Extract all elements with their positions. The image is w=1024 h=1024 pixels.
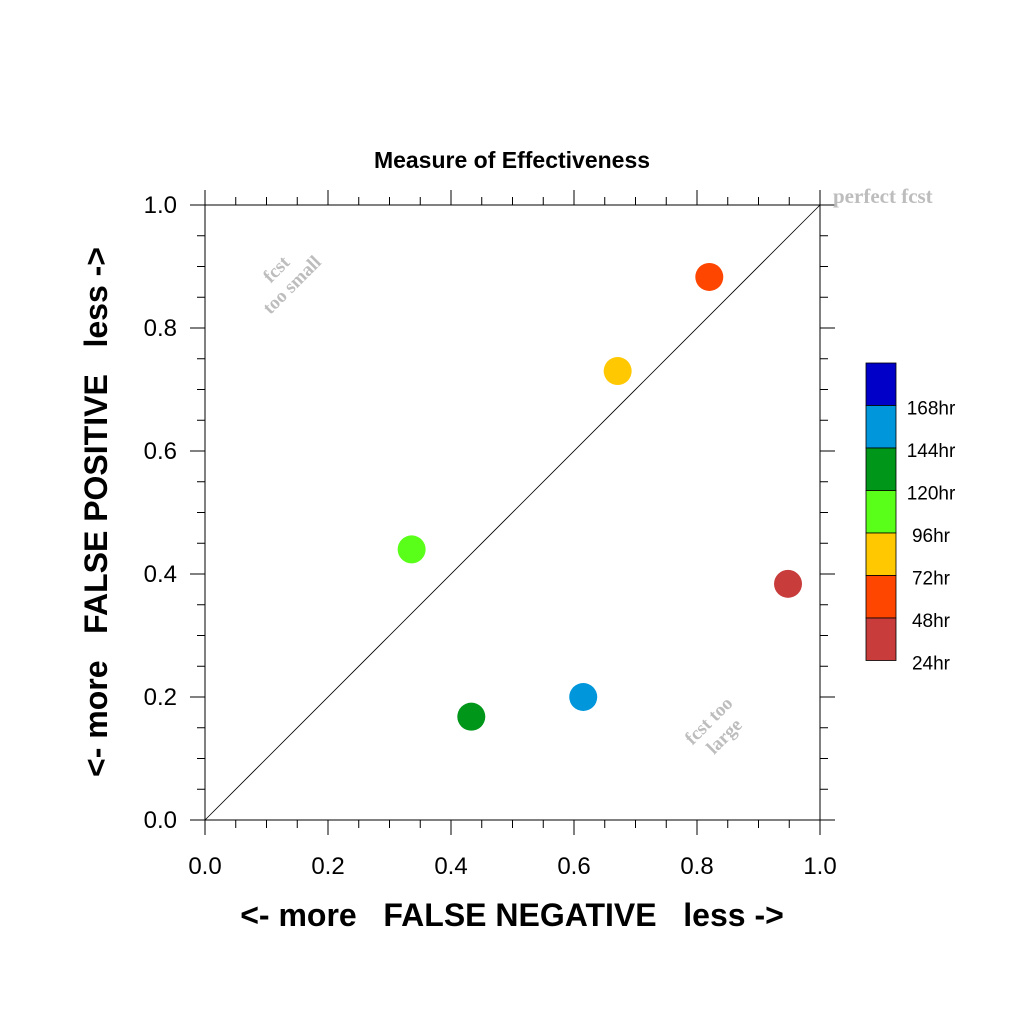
- legend-swatch-96hr: [865, 490, 897, 534]
- x-tick-label: 0.4: [434, 853, 467, 880]
- point-120hr: [457, 702, 486, 731]
- y-tick-label: 0.6: [144, 438, 177, 465]
- y-tick-label: 1.0: [144, 192, 177, 219]
- point-48hr: [695, 262, 724, 291]
- x-tick-label: 0.6: [557, 853, 590, 880]
- y-tick-label: 0.8: [144, 315, 177, 342]
- legend-label: 144hr: [907, 441, 956, 462]
- point-24hr: [774, 569, 803, 598]
- y-tick-label: 0.2: [144, 684, 177, 711]
- x-tick-label: 0.2: [311, 853, 344, 880]
- legend-swatch-72hr: [865, 532, 897, 576]
- x-tick-label: 1.0: [803, 853, 836, 880]
- x-tick-label: 0.8: [680, 853, 713, 880]
- y-tick-label: 0.4: [144, 561, 177, 588]
- point-72hr: [603, 357, 632, 386]
- point-96hr: [397, 535, 426, 564]
- legend-label: 24hr: [912, 653, 951, 674]
- chart-title: Measure of Effectiveness: [374, 147, 650, 173]
- legend-label: 72hr: [912, 568, 951, 589]
- legend-swatch-24hr: [865, 617, 897, 661]
- x-tick-labels: 0.0 0.2 0.4 0.6 0.8 1.0: [188, 853, 836, 880]
- point-144hr: [569, 683, 598, 711]
- legend-swatch-144hr: [865, 405, 897, 449]
- plot-area: 0.0 0.2 0.4 0.6 0.8 1.0 0.0 0.2 0.4 0.6 0.8 1.0: [144, 190, 837, 880]
- y-axis-label: <- more FALSE POSITIVE less ->: [78, 247, 114, 777]
- annotation-fcst-too-large: fcst too large: [681, 693, 747, 759]
- legend-label: 120hr: [907, 483, 956, 504]
- annotation-fcst-too-small: fcst too small: [259, 252, 326, 319]
- annotation-perfect-fcst: perfect fcst: [833, 184, 933, 208]
- legend-swatch-120hr: [865, 447, 897, 491]
- y-tick-labels: 0.0 0.2 0.4 0.6 0.8 1.0: [144, 192, 177, 834]
- legend-label: 168hr: [907, 398, 956, 419]
- perfect-forecast-diagonal: [204, 204, 821, 821]
- x-axis-label: <- more FALSE NEGATIVE less ->: [240, 897, 784, 933]
- legend: 168hr 144hr 120hr 96hr 72hr 48hr 24hr: [865, 362, 956, 674]
- data-points: [397, 262, 803, 731]
- axis-ticks: [190, 190, 835, 835]
- legend-label: 96hr: [912, 526, 951, 547]
- x-tick-label: 0.0: [188, 853, 221, 880]
- y-tick-label: 0.0: [144, 807, 177, 834]
- legend-swatch-168hr: [865, 362, 897, 406]
- legend-label: 48hr: [912, 611, 951, 632]
- legend-swatch-48hr: [865, 575, 897, 619]
